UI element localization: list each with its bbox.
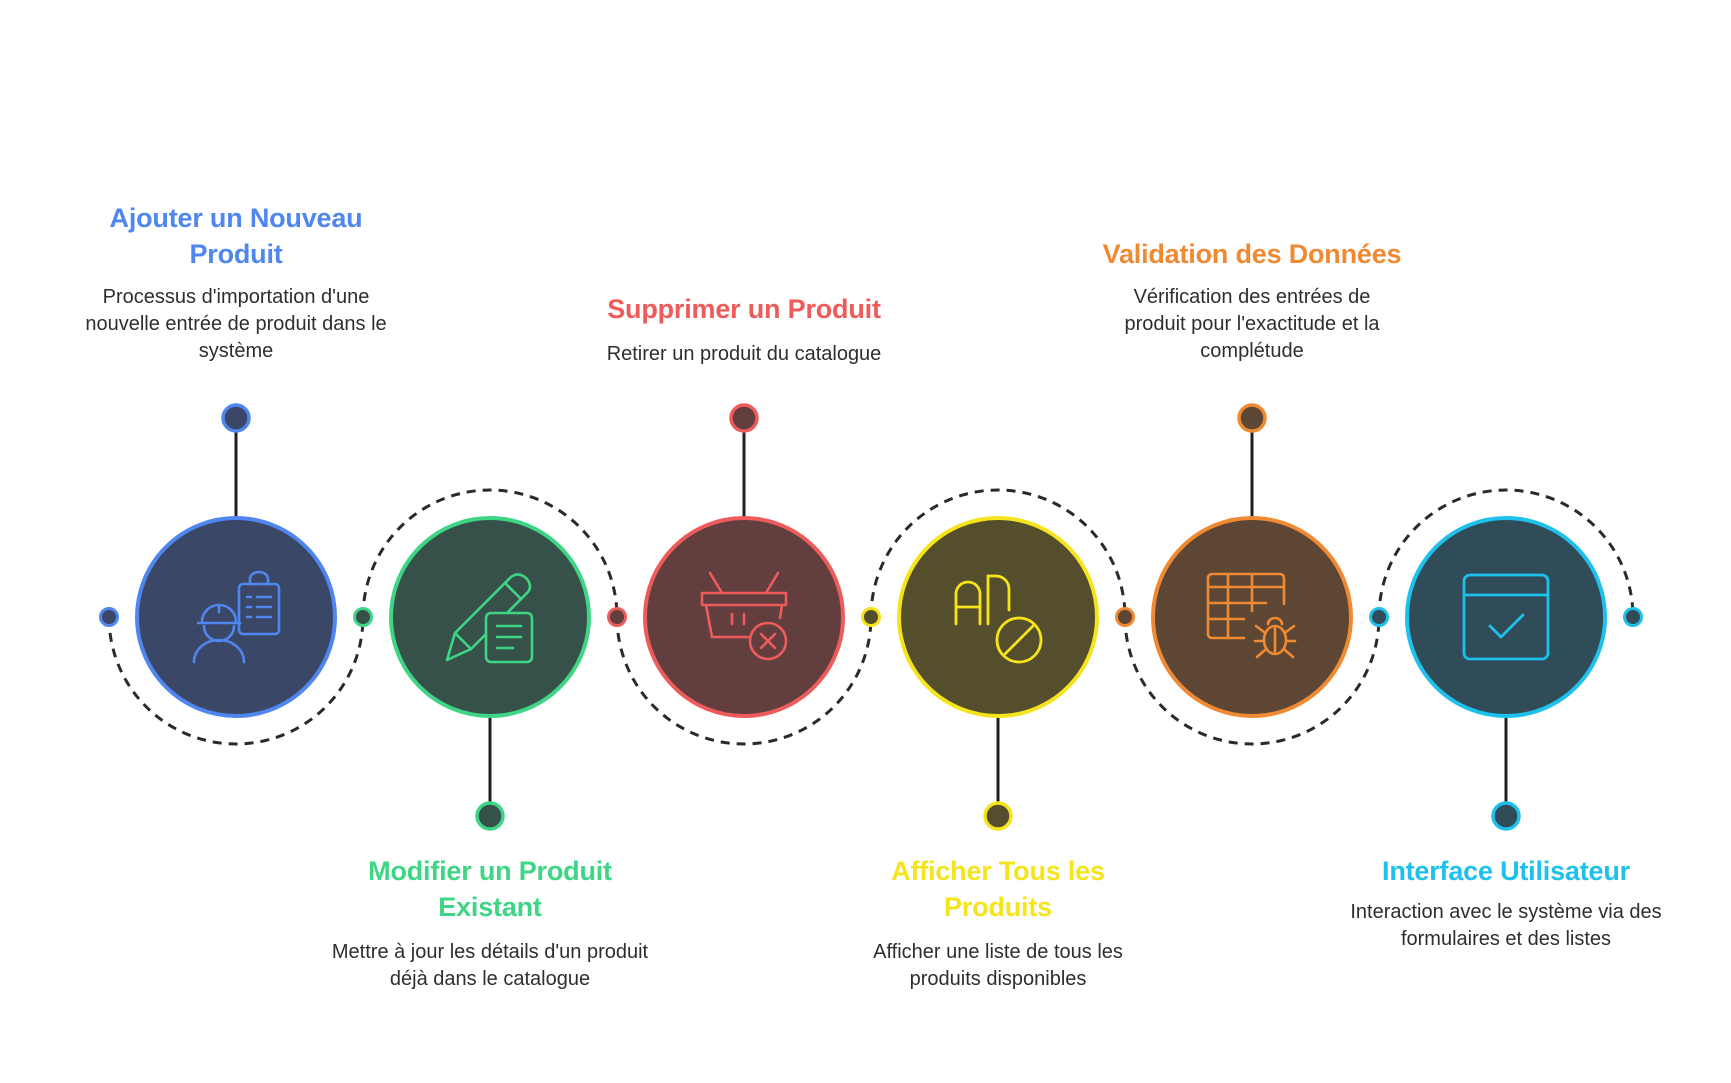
junction-dot [1115,607,1135,627]
step-1-description: Processus d'importation d'une nouvelle e… [85,286,387,362]
step-3-description: Retirer un produit du catalogue [606,343,882,365]
connector-dot-4 [983,801,1013,831]
junction-dot [353,607,373,627]
step-circle-5 [1151,516,1353,718]
step-2-title: Modifier un Produit Existant [368,856,612,922]
connector-dot-3 [729,403,759,433]
step-5-description: Vérification des entrées de produit pour… [1124,286,1380,362]
dashed-arc-4 [869,488,1127,618]
connector-dot-5 [1237,403,1267,433]
all-products-icon [954,574,1043,664]
dashed-arc-5 [1123,616,1381,746]
step-6-title: Interface Utilisateur [1382,856,1630,886]
step-4-title: Afficher Tous les Produits [891,856,1105,922]
step-5-title: Validation des Données [1102,239,1402,269]
step-circle-6 [1405,516,1607,718]
step-2-description: Mettre à jour les détails d'un produit d… [331,941,649,990]
junction-dot [607,607,627,627]
dashed-arc-1 [107,616,365,746]
dashed-arc-3 [615,616,873,746]
dashed-arc-6 [1377,488,1635,618]
connector-dot-6 [1491,801,1521,831]
junction-dot [1369,607,1389,627]
step-5-text: Validation des Données Vérification des … [1082,236,1422,365]
table-bug-icon [1206,572,1297,659]
step-4-description: Afficher une liste de tous les produits … [873,941,1123,990]
step-circle-4 [897,516,1099,718]
step-2-text: Modifier un Produit Existant Mettre à jo… [320,853,660,993]
junction-dot [861,607,881,627]
dashed-arc-2 [361,488,619,618]
window-check-icon [1462,573,1550,661]
step-3-text: Supprimer un Produit Retirer un produit … [574,291,914,368]
step-6-text: Interface Utilisateur Interaction avec l… [1336,853,1676,953]
step-1-title: Ajouter un Nouveau Produit [109,203,363,269]
step-1-text: Ajouter un Nouveau Produit Processus d'i… [66,200,406,365]
junction-dot [99,607,119,627]
step-4-text: Afficher Tous les Produits Afficher une … [843,853,1153,993]
connector-dot-2 [475,801,505,831]
junction-dot [1623,607,1643,627]
connector-dot-1 [221,403,251,433]
step-6-description: Interaction avec le système via des form… [1350,901,1662,950]
pencil-document-icon [445,573,534,664]
step-3-title: Supprimer un Produit [607,294,881,324]
basket-remove-icon [700,571,788,661]
worker-clipboard-icon [192,570,281,664]
